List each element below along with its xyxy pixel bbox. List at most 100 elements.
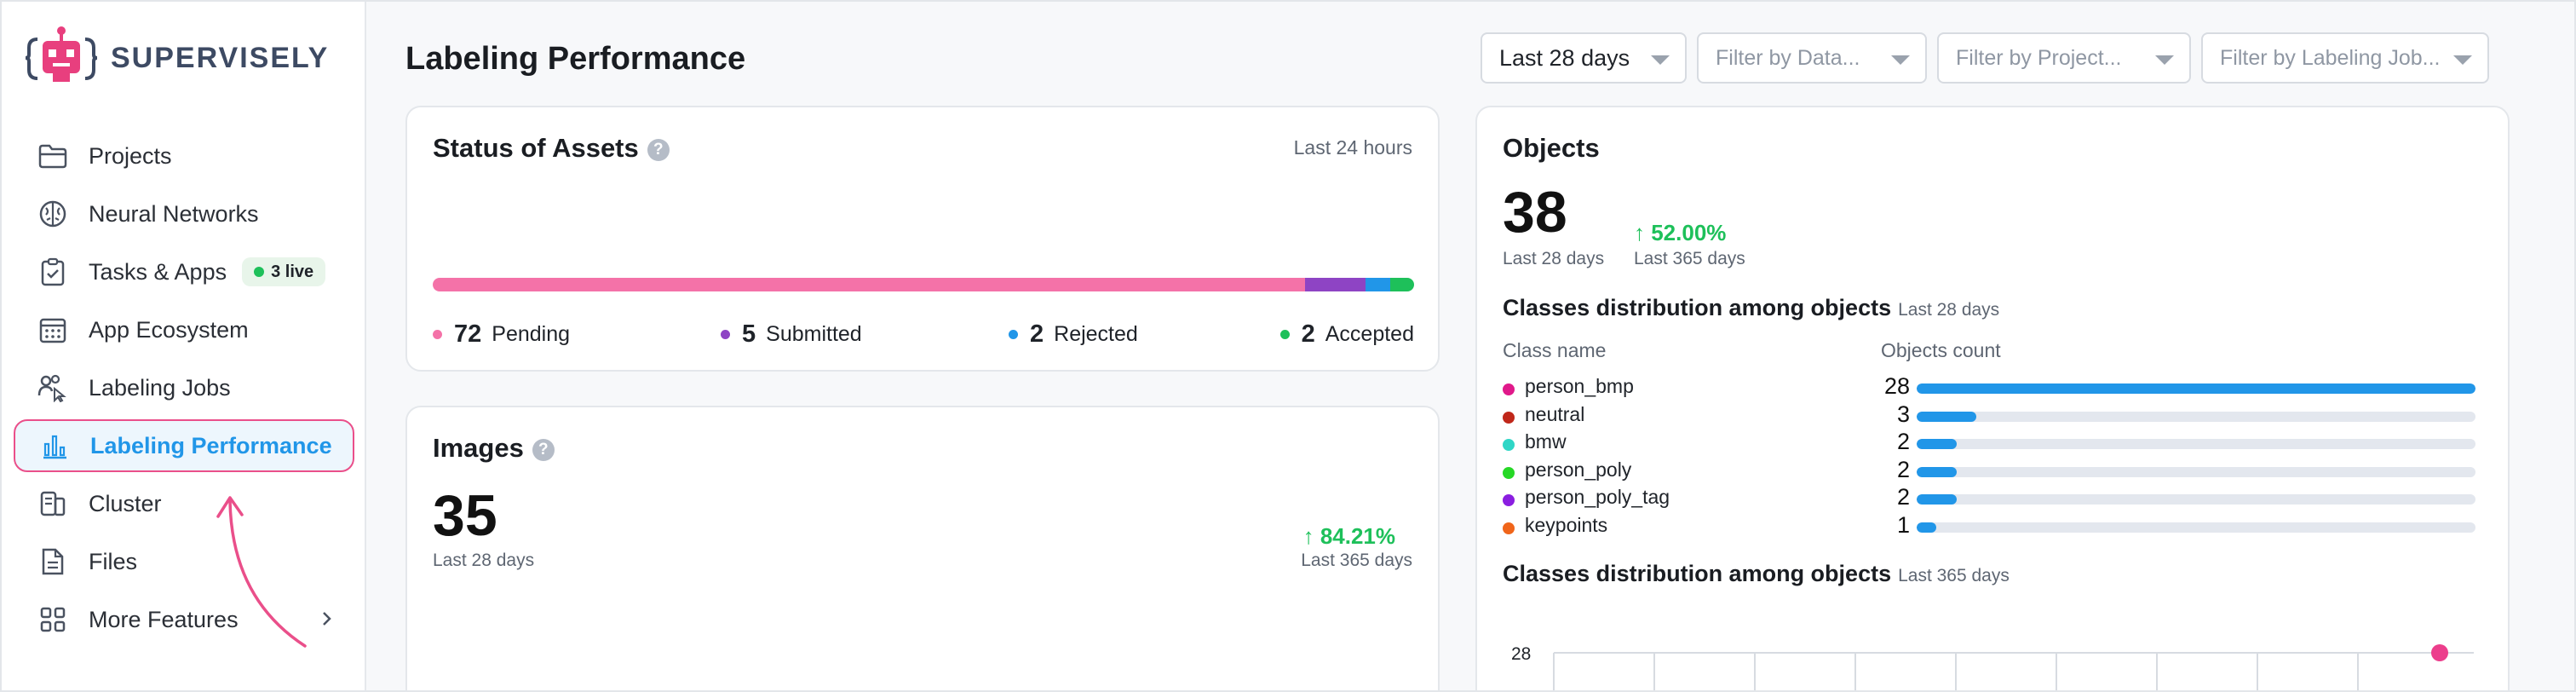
- class-count-bar: [1917, 383, 2475, 394]
- class-color-dot-icon: [1503, 439, 1515, 451]
- chart-data-point[interactable]: [2431, 644, 2448, 661]
- distribution-28d-heading: Classes distribution among objects: [1503, 295, 1892, 320]
- period-select[interactable]: Last 28 days: [1481, 32, 1687, 84]
- labeling-job-filter-select[interactable]: Filter by Labeling Job...: [2201, 32, 2489, 84]
- class-row: person_poly_tag 2: [1503, 484, 2482, 513]
- period-select-value: Last 28 days: [1499, 44, 1630, 71]
- class-count: 28: [1883, 373, 1910, 399]
- chevron-down-icon: [2155, 55, 2174, 65]
- class-color-dot-icon: [1503, 466, 1515, 479]
- class-name: bmw: [1525, 430, 1567, 453]
- status-bar-segment-rejected: [1366, 278, 1390, 291]
- class-row: keypoints 1: [1503, 511, 2482, 541]
- sidebar-item-tasks-apps[interactable]: Tasks & Apps 3 live: [14, 245, 354, 298]
- status-of-assets-card: Status of Assets? Last 24 hours 72 Pendin…: [405, 106, 1440, 372]
- images-change-period: Last 365 days: [1301, 551, 1412, 570]
- brand-logo[interactable]: SUPERVISELY: [25, 26, 329, 90]
- brain-icon: [37, 199, 68, 229]
- class-count-track: [1917, 411, 2475, 422]
- chart-vertical-gridlines: [1553, 653, 2359, 690]
- project-filter-select[interactable]: Filter by Project...: [1937, 32, 2191, 84]
- status-count: 5: [742, 320, 756, 348]
- sidebar-item-label: Labeling Jobs: [89, 374, 231, 401]
- class-count-track: [1917, 522, 2475, 533]
- status-of-assets-title-row: Status of Assets?: [433, 133, 670, 164]
- sidebar-item-files[interactable]: Files: [14, 535, 354, 588]
- images-count-period: Last 28 days: [433, 551, 535, 570]
- status-period: Last 24 hours: [1293, 136, 1412, 159]
- class-count: 2: [1896, 429, 1910, 454]
- sidebar-nav: Projects Neural Networks Tasks & Apps 3 …: [14, 130, 354, 651]
- server-icon: [37, 488, 68, 519]
- status-count: 2: [1030, 320, 1044, 348]
- class-count-bar: [1917, 439, 1957, 449]
- class-count-bar: [1917, 466, 1957, 477]
- help-icon[interactable]: ?: [647, 138, 670, 161]
- dataset-filter-select[interactable]: Filter by Data...: [1697, 32, 1927, 84]
- sidebar-item-projects[interactable]: Projects: [14, 130, 354, 182]
- sidebar-item-label: Labeling Performance: [90, 432, 332, 458]
- y-tick-label: 28: [1511, 644, 1531, 664]
- objects-card: Objects 38 Last 28 days ↑ 52.00% Last 36…: [1475, 106, 2510, 690]
- robot-logo-icon: [25, 26, 98, 90]
- status-legend-item: 72 Pending: [433, 320, 570, 349]
- sidebar-item-neural-networks[interactable]: Neural Networks: [14, 187, 354, 240]
- bar-chart-icon: [39, 430, 70, 461]
- live-dot-icon: [254, 267, 265, 277]
- objects-count-period: Last 28 days: [1503, 249, 1605, 268]
- sidebar-item-label: App Ecosystem: [89, 316, 249, 343]
- chevron-down-icon: [1651, 55, 1670, 65]
- class-name: person_poly_tag: [1525, 486, 1670, 508]
- file-icon: [37, 546, 68, 577]
- live-count-text: 3 live: [271, 262, 314, 281]
- objects-change-period: Last 365 days: [1634, 249, 1745, 268]
- status-legend-item: 2 Rejected: [1009, 320, 1138, 349]
- distribution-28d-title: Classes distribution among objects Last 2…: [1503, 295, 1999, 321]
- class-count-bar: [1917, 494, 1957, 505]
- people-cursor-icon: [37, 372, 68, 403]
- sidebar-item-label: More Features: [89, 606, 239, 632]
- calendar-grid-icon: [37, 314, 68, 345]
- legend-dot-icon: [1009, 330, 1018, 339]
- images-card: Images? 35 Last 28 days ↑ 84.21% Last 36…: [405, 406, 1440, 690]
- objects-change: ↑ 52.00%: [1634, 220, 1727, 245]
- project-filter-placeholder: Filter by Project...: [1956, 45, 2122, 70]
- class-count-track: [1917, 494, 2475, 505]
- class-name: neutral: [1525, 402, 1585, 425]
- class-count: 1: [1896, 511, 1910, 538]
- class-row: person_bmp 28: [1503, 373, 2482, 402]
- sidebar-item-label: Projects: [89, 142, 172, 169]
- labeling-job-filter-placeholder: Filter by Labeling Job...: [2220, 45, 2441, 70]
- distribution-28d-period: Last 28 days: [1898, 300, 2000, 320]
- class-color-dot-icon: [1503, 522, 1515, 534]
- class-color-dot-icon: [1503, 383, 1515, 395]
- help-icon[interactable]: ?: [532, 438, 555, 461]
- class-count: 2: [1896, 484, 1910, 510]
- legend-dot-icon: [721, 330, 730, 339]
- images-count: 35: [433, 483, 497, 548]
- class-row: bmw 2: [1503, 429, 2482, 458]
- class-name: person_poly: [1525, 458, 1632, 481]
- legend-dot-icon: [1279, 330, 1290, 339]
- sidebar-item-labeling-performance[interactable]: Labeling Performance: [14, 419, 354, 472]
- sidebar-item-label: Tasks & Apps: [89, 258, 227, 285]
- sidebar-item-more-features[interactable]: More Features: [14, 593, 354, 646]
- status-label: Pending: [492, 322, 571, 346]
- status-bar-segment-accepted: [1389, 278, 1414, 291]
- objects-title: Objects: [1503, 133, 1600, 163]
- class-name: person_bmp: [1525, 375, 1634, 397]
- objects-count: 38: [1503, 180, 1567, 245]
- sidebar-item-cluster[interactable]: Cluster: [14, 477, 354, 530]
- legend-dot-icon: [433, 330, 442, 339]
- status-bar-segment-submitted: [1305, 278, 1366, 291]
- class-count-track: [1917, 466, 2475, 477]
- class-count-bar: [1917, 522, 1937, 533]
- class-count-track: [1917, 439, 2475, 449]
- class-count-track: [1917, 383, 2475, 394]
- annotation-arrow-icon: [216, 496, 307, 648]
- sidebar-item-labeling-jobs[interactable]: Labeling Jobs: [14, 361, 354, 414]
- chevron-down-icon: [2453, 55, 2472, 65]
- sidebar-item-app-ecosystem[interactable]: App Ecosystem: [14, 303, 354, 356]
- class-row: person_poly 2: [1503, 457, 2482, 486]
